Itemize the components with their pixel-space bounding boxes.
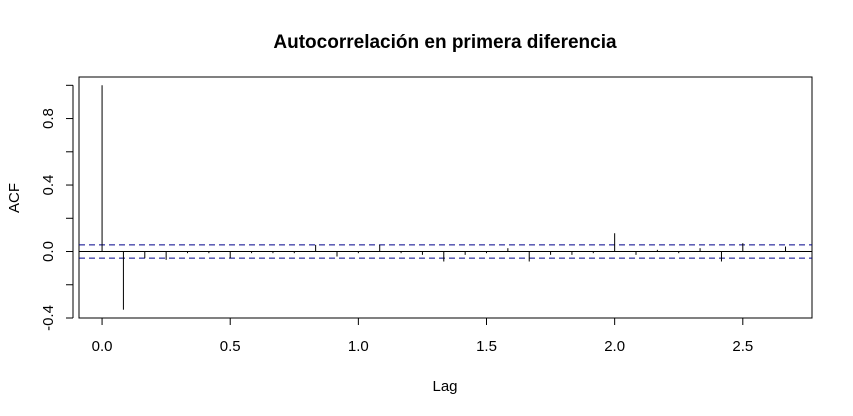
x-tick-label: 1.5 [476, 338, 497, 355]
x-tick-label: 0.5 [220, 338, 241, 355]
x-tick-label: 2.5 [732, 338, 753, 355]
y-tick-label: 0.8 [40, 108, 57, 129]
y-axis-label: ACF [6, 183, 23, 213]
y-tick-label: -0.4 [40, 305, 57, 331]
acf-bars [101, 85, 787, 310]
x-axis-label: Lag [432, 378, 457, 395]
x-tick-label: 0.0 [92, 338, 113, 355]
y-tick-label: 0.4 [40, 175, 57, 196]
y-axis: -0.4 0.0 0.4 0.8 [40, 84, 74, 331]
chart-title: Autocorrelación en primera diferencia [273, 32, 617, 53]
x-axis: 0.0 0.5 1.0 1.5 2.0 2.5 [92, 317, 753, 355]
y-tick-label: 0.0 [40, 241, 57, 262]
x-tick-label: 1.0 [348, 338, 369, 355]
x-tick-label: 2.0 [604, 338, 625, 355]
confidence-bounds [79, 244, 812, 259]
plot-frame [78, 76, 813, 319]
